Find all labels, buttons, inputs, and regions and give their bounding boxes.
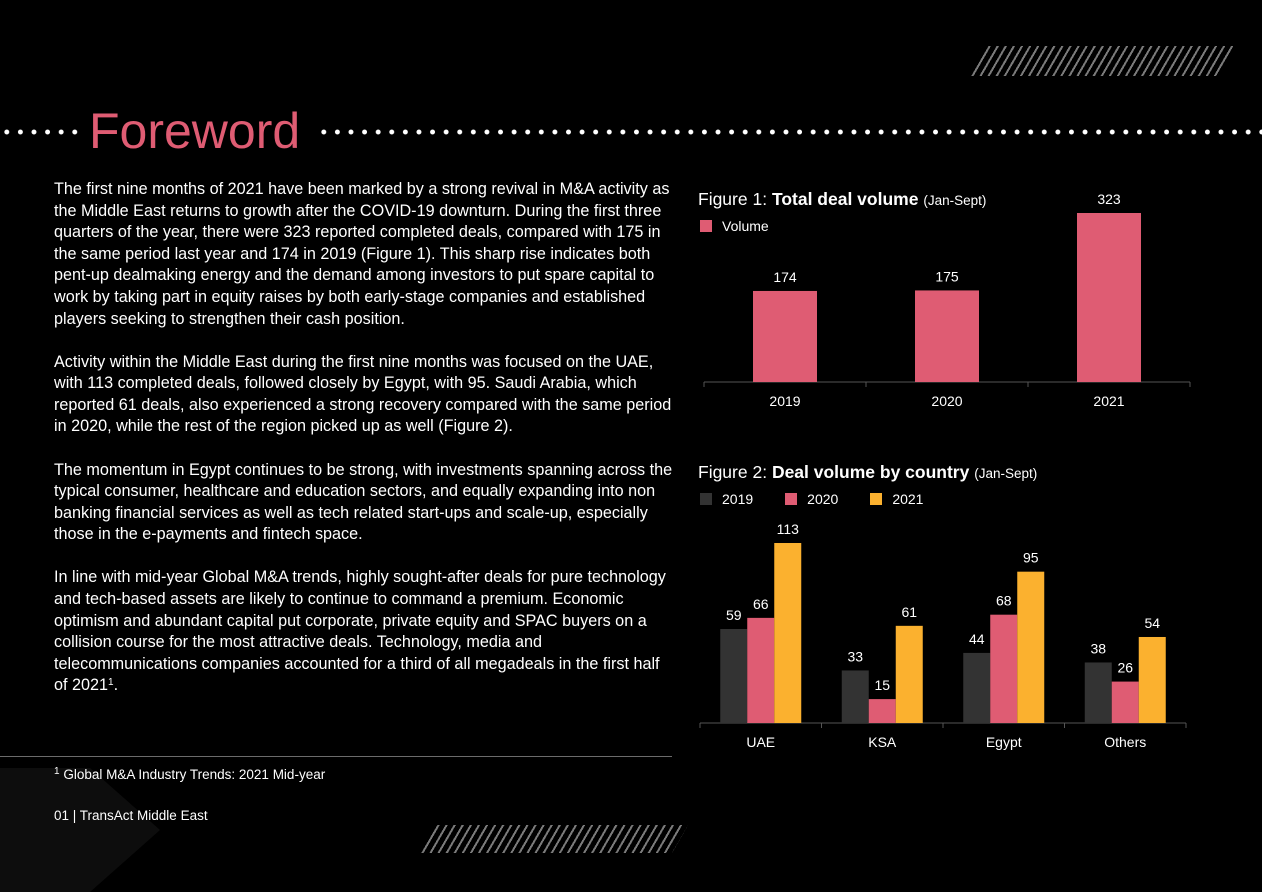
chart-bar [990,614,1018,723]
legend-swatch [700,493,712,505]
chart-bar [747,617,775,723]
data-label: 175 [935,268,959,284]
paragraph: In line with mid-year Global M&A trends,… [54,568,666,695]
data-label: 33 [847,648,863,664]
paragraph: Activity within the Middle East during t… [54,352,672,436]
figure-2-name: Deal volume by country [771,462,970,482]
legend-item: 2019 [700,491,753,507]
legend-swatch [700,220,712,232]
dotted-rule-left [0,129,82,135]
chart-bar [1138,636,1166,723]
figure-1-legend: Volume [700,218,801,234]
figure-1-name: Total deal volume [771,189,919,209]
chart-bar [720,629,748,723]
data-label: 54 [1144,615,1160,631]
data-label: 323 [1097,191,1121,207]
chart-bar [774,543,802,723]
chart-bar [1017,571,1045,723]
figure-2-period: (Jan-Sept) [974,466,1038,481]
data-label: 95 [1023,550,1039,566]
page-footer: 01 | TransAct Middle East [54,808,208,823]
legend-label: Volume [722,218,769,234]
data-label: 68 [996,593,1012,609]
chart-bar [963,652,991,723]
decorative-chevron [0,768,160,892]
data-label: 38 [1090,640,1106,656]
chart-bar [753,290,817,382]
paragraph: The momentum in Egypt continues to be st… [54,460,673,544]
data-label: 26 [1117,660,1133,676]
x-tick-label: UAE [746,734,775,750]
chart-bar [1077,213,1141,382]
chart-bar [1111,681,1139,723]
decorative-hatch-top [966,46,1238,76]
data-label: 61 [901,604,917,620]
legend-item: 2020 [785,491,838,507]
x-tick-label: 2021 [1093,393,1124,409]
chart-bar [1084,662,1112,723]
figure-1-prefix: Figure 1: [698,189,772,209]
chart-bar [895,625,923,723]
legend-label: 2019 [722,491,754,507]
data-label: 66 [753,596,769,612]
legend-item: 2021 [870,491,923,507]
x-tick-label: 2019 [769,393,800,409]
chart-bar [841,670,869,723]
legend-swatch [870,493,883,505]
figure-1-period: (Jan-Sept) [923,193,987,208]
footnote-reference: 1 [108,677,114,689]
paragraph-text: In line with mid-year Global M&A trends,… [54,568,666,695]
decorative-hatch-bottom [416,825,688,853]
dotted-rule-right [317,129,1262,135]
data-label: 59 [726,607,742,623]
chart-bar [868,699,896,723]
data-label: 113 [777,521,800,537]
data-label: 15 [874,677,890,693]
body-text: The first nine months of 2021 have been … [54,179,674,718]
x-tick-label: Egypt [986,734,1022,750]
paragraph: The first nine months of 2021 have been … [54,180,670,328]
footnote: 1 Global M&A Industry Trends: 2021 Mid-y… [54,766,326,783]
footnote-divider [0,756,672,757]
legend-label: 2020 [807,491,839,507]
footnote-number: 1 [54,766,60,777]
footnote-text: Global M&A Industry Trends: 2021 Mid-yea… [63,767,326,782]
data-label: 174 [773,269,797,285]
x-tick-label: KSA [868,734,897,750]
x-tick-label: Others [1104,734,1146,750]
data-label: 44 [969,631,985,647]
x-tick-label: 2020 [931,393,962,409]
legend-label: 2021 [892,491,924,507]
legend-swatch [785,493,798,505]
chart-bar [915,290,979,382]
figure-1-title: Figure 1: Total deal volume (Jan-Sept) [698,189,986,210]
figure-2-title: Figure 2: Deal volume by country (Jan-Se… [698,462,1037,483]
legend-item: Volume [700,218,769,234]
page-title: Foreword [89,103,301,159]
figure-2-legend: 2019 2020 2021 [700,491,955,507]
figure-2-prefix: Figure 2: [698,462,772,482]
